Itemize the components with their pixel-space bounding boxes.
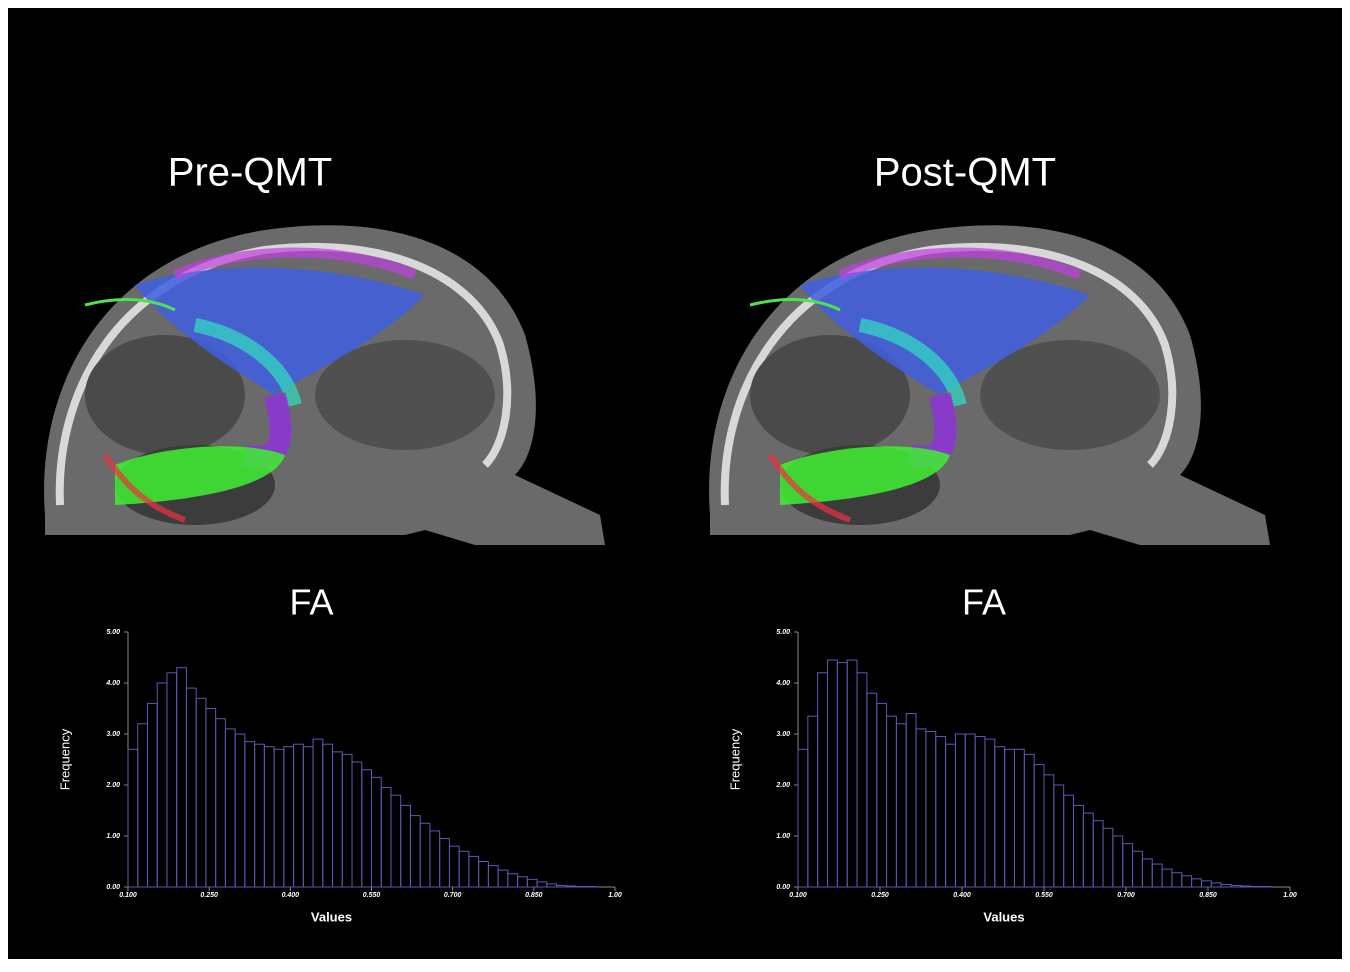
panel-title: Post-QMT xyxy=(874,151,1056,195)
x-tick-label: 0.100 xyxy=(119,892,137,899)
bar xyxy=(576,886,586,887)
x-tick-label: 0.550 xyxy=(1035,892,1053,899)
panel-title: Pre-QMT xyxy=(168,151,332,195)
y-tick-label: 4.00 xyxy=(105,680,120,687)
y-tick-label: 0.00 xyxy=(106,884,120,891)
y-tick-label: 3.00 xyxy=(776,731,790,738)
y-tick-label: 1.00 xyxy=(106,833,120,840)
figure: Pre-QMT Post-QMT FA Values Frequency 0.00 1.… xyxy=(0,0,1350,967)
x-axis-label: Values xyxy=(311,909,352,924)
x-tick-label: 0.850 xyxy=(525,892,543,899)
y-tick-label: 2.00 xyxy=(775,782,790,789)
y-tick-label: 0.00 xyxy=(776,884,790,891)
y-axis-label: Frequency xyxy=(57,728,72,790)
x-tick-label: 0.550 xyxy=(363,892,381,899)
x-axis-label: Values xyxy=(983,909,1024,924)
y-tick-label: 5.00 xyxy=(776,629,790,636)
x-tick-label: 0.700 xyxy=(1117,892,1135,899)
y-tick-label: 2.00 xyxy=(105,782,120,789)
y-tick-label: 1.00 xyxy=(776,833,790,840)
chart-title: FA xyxy=(289,582,333,623)
bar xyxy=(1251,886,1261,887)
bar xyxy=(586,886,596,887)
x-tick-label: 0.700 xyxy=(444,892,462,899)
x-tick-label: 0.850 xyxy=(1199,892,1217,899)
y-tick-label: 5.00 xyxy=(106,629,120,636)
y-tick-label: 4.00 xyxy=(775,680,790,687)
x-tick-label: 0.400 xyxy=(282,892,300,899)
x-tick-label: 0.400 xyxy=(953,892,971,899)
x-tick-label: 0.250 xyxy=(200,892,218,899)
y-axis-label: Frequency xyxy=(727,728,742,790)
bar xyxy=(1260,886,1270,887)
x-tick-label: 1.00 xyxy=(1283,892,1297,899)
x-tick-label: 1.00 xyxy=(608,892,622,899)
y-tick-label: 3.00 xyxy=(106,731,120,738)
x-tick-label: 0.250 xyxy=(871,892,889,899)
x-tick-label: 0.100 xyxy=(789,892,807,899)
chart-title: FA xyxy=(962,582,1006,623)
